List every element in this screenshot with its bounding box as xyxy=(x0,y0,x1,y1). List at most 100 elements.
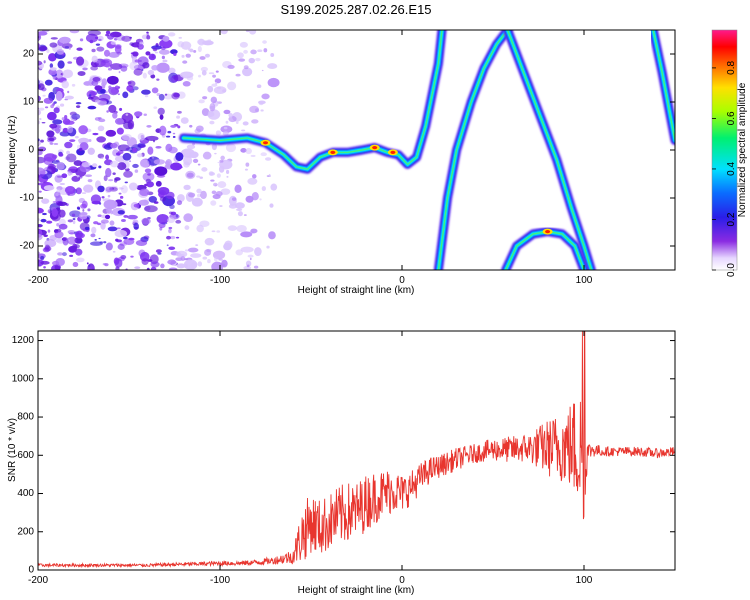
noise-speckle xyxy=(24,38,35,44)
noise-speckle xyxy=(236,208,243,211)
noise-speckle xyxy=(117,256,125,262)
noise-speckle xyxy=(117,144,130,152)
noise-speckle xyxy=(125,113,129,116)
noise-speckle xyxy=(192,158,199,164)
noise-speckle xyxy=(56,188,61,193)
spectrogram-trace-layer xyxy=(179,30,675,270)
noise-speckle xyxy=(96,46,105,52)
noise-speckle xyxy=(87,208,91,212)
noise-speckle xyxy=(168,211,173,215)
noise-speckle xyxy=(223,242,232,251)
noise-speckle xyxy=(220,30,228,35)
noise-speckle xyxy=(66,153,77,163)
noise-speckle xyxy=(72,261,79,268)
x-tick-label: -200 xyxy=(28,275,48,286)
noise-speckle xyxy=(90,65,98,71)
noise-speckle xyxy=(55,193,59,197)
noise-speckle xyxy=(182,60,188,64)
noise-speckle xyxy=(261,93,270,100)
noise-speckle xyxy=(243,49,248,54)
noise-speckle xyxy=(49,142,54,145)
noise-speckle xyxy=(61,80,69,89)
noise-speckle xyxy=(172,136,176,138)
noise-speckle xyxy=(133,222,139,230)
noise-speckle xyxy=(106,110,109,113)
noise-speckle xyxy=(249,105,259,114)
noise-speckle xyxy=(243,265,252,270)
noise-speckle xyxy=(215,191,223,197)
x-tick-label: 100 xyxy=(576,575,593,586)
noise-speckle xyxy=(62,252,67,257)
y-tick-label: 0 xyxy=(28,565,34,576)
noise-speckle xyxy=(269,203,274,208)
noise-speckle xyxy=(175,214,179,218)
noise-speckle xyxy=(112,145,115,148)
noise-speckle xyxy=(123,170,133,178)
noise-speckle xyxy=(51,127,55,129)
noise-speckle xyxy=(47,111,57,121)
noise-speckle xyxy=(210,96,218,104)
x-tick-label: 0 xyxy=(399,275,405,286)
noise-speckle xyxy=(34,182,37,185)
noise-speckle xyxy=(154,166,168,176)
noise-speckle xyxy=(59,127,63,130)
noise-speckle xyxy=(116,227,121,230)
noise-speckle xyxy=(90,233,96,238)
noise-speckle xyxy=(227,225,238,231)
noise-speckle xyxy=(249,30,257,35)
y-tick-label: -20 xyxy=(20,241,35,252)
noise-speckle xyxy=(46,130,55,138)
noise-speckle xyxy=(256,84,262,89)
noise-speckle xyxy=(183,213,193,223)
noise-speckle xyxy=(72,220,76,225)
noise-speckle xyxy=(137,142,146,148)
y-tick-label: 0 xyxy=(28,145,34,156)
noise-speckle xyxy=(28,236,34,240)
noise-speckle xyxy=(151,157,155,159)
noise-speckle xyxy=(105,129,117,137)
noise-speckle xyxy=(237,211,243,217)
noise-speckle xyxy=(107,34,114,40)
noise-speckle xyxy=(157,107,165,116)
noise-speckle xyxy=(91,80,99,87)
noise-speckle xyxy=(108,85,112,89)
noise-speckle xyxy=(148,196,158,203)
noise-speckle xyxy=(58,223,68,230)
noise-speckle xyxy=(97,214,102,218)
noise-speckle xyxy=(39,117,42,121)
noise-speckle xyxy=(118,187,123,190)
noise-speckle xyxy=(67,236,77,245)
noise-speckle xyxy=(117,243,125,250)
spectrogram-xlabel: Height of straight line (km) xyxy=(298,285,415,296)
noise-speckle xyxy=(91,55,98,63)
noise-speckle xyxy=(220,155,225,161)
noise-speckle xyxy=(258,100,266,105)
noise-speckle xyxy=(252,174,257,179)
noise-speckle xyxy=(82,208,85,212)
noise-speckle xyxy=(75,187,82,195)
noise-speckle xyxy=(103,241,107,244)
noise-speckle xyxy=(176,115,180,119)
noise-speckle xyxy=(43,97,53,104)
noise-speckle xyxy=(215,130,222,136)
noise-speckle xyxy=(102,262,107,266)
noise-speckle xyxy=(207,109,221,120)
noise-speckle xyxy=(116,127,124,135)
noise-speckle xyxy=(100,219,109,224)
noise-speckle xyxy=(46,220,53,224)
noise-speckle xyxy=(226,175,229,178)
noise-speckle xyxy=(199,220,210,227)
noise-speckle xyxy=(40,218,47,223)
noise-speckle xyxy=(142,72,147,79)
noise-speckle xyxy=(58,36,71,44)
noise-speckle xyxy=(122,91,129,99)
noise-speckle xyxy=(119,107,123,111)
noise-speckle xyxy=(156,62,170,73)
noise-speckle xyxy=(40,139,44,143)
noise-speckle xyxy=(128,182,138,191)
noise-speckle xyxy=(170,124,177,128)
x-tick-label: -100 xyxy=(210,575,230,586)
x-tick-label: 100 xyxy=(576,275,593,286)
noise-speckle xyxy=(157,186,170,196)
